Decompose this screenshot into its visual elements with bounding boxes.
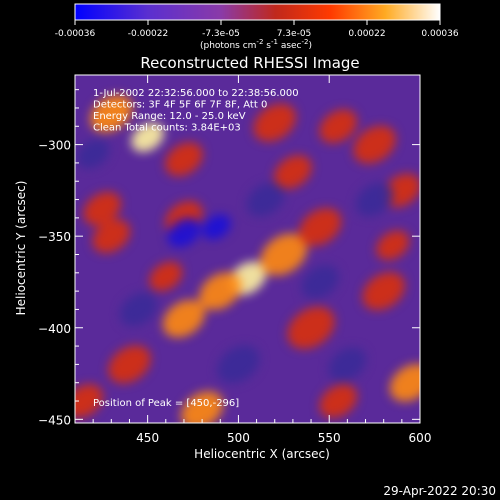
x-tick-label: 550 [318, 431, 341, 445]
emission-blob [90, 94, 133, 133]
negative-blob [355, 182, 394, 217]
emission-blob [149, 261, 183, 292]
y-axis: −300 −350 −400 −450 [38, 89, 420, 427]
heatmap-area [75, 75, 420, 423]
annotation-line: Energy Range: 12.0 - 25.0 keV [93, 111, 246, 122]
emission-blob [75, 384, 103, 418]
annotation-line: 1-Jul-2002 22:32:56.000 to 22:38:56.000 [93, 88, 299, 99]
footer-timestamp: 29-Apr-2022 20:30 [383, 484, 496, 498]
emission-blob [319, 384, 358, 418]
colorbar-fill [74, 3, 441, 21]
emission-blob [319, 109, 358, 144]
negative-blob [167, 217, 201, 248]
x-tick-label: 500 [227, 431, 250, 445]
emission-blob [362, 272, 405, 311]
negative-blob [246, 182, 285, 217]
emission-blob [199, 272, 242, 311]
annotation-line: Detectors: 3F 4F 5F 6F 7F 8F, Att 0 [93, 100, 267, 111]
colorbar-tick-label: 0.00036 [421, 29, 458, 39]
emission-blob [180, 391, 224, 423]
emission-blob [287, 306, 335, 349]
negative-blob [301, 265, 339, 299]
plot-frame [74, 74, 421, 424]
emission-blob [131, 122, 165, 152]
emission-blob [83, 191, 122, 226]
emission-blob [253, 103, 296, 142]
x-axis: 450 500 550 600 [92, 75, 432, 445]
x-tick-label: 450 [136, 431, 159, 445]
negative-blob [217, 345, 260, 384]
colorbar-tick-label: -0.00036 [55, 29, 96, 39]
emission-blob [376, 230, 410, 261]
emission-blob [299, 208, 342, 246]
emission-blob [108, 345, 151, 384]
colorbar-tick-label: -7.3e-05 [202, 29, 240, 39]
colorbar-ticks: -0.00036 -0.00022 -7.3e-05 7.3e-05 0.00022 0.… [55, 20, 459, 39]
emission-blob [162, 299, 206, 338]
emission-blob [92, 219, 131, 253]
negative-blob [328, 347, 367, 382]
annotation-line: Clean Total counts: 3.84E+03 [93, 123, 241, 134]
y-tick-label: −400 [38, 322, 71, 336]
emission-blob [260, 233, 308, 276]
colorbar-tick-label: 7.3e-05 [277, 29, 312, 39]
negative-blob [202, 214, 231, 240]
negative-blob [119, 292, 158, 327]
peak-label: Position of Peak = [450,-296] [93, 398, 239, 409]
chart-title: Reconstructed RHESSI Image [140, 54, 359, 72]
emission-blob [274, 155, 312, 189]
y-tick-label: −350 [38, 230, 71, 244]
colorbar-units: (photons cm-2 s-1 asec-2) [200, 38, 312, 51]
colorbar-tick-label: 0.00022 [348, 29, 385, 39]
colorbar: -0.00036 -0.00022 -7.3e-05 7.3e-05 0.00022 0.… [55, 3, 459, 51]
negative-blob [76, 139, 110, 169]
y-tick-label: −450 [38, 413, 71, 427]
emission-blob [165, 142, 203, 177]
emission-blob [353, 125, 396, 164]
x-axis-label: Heliocentric X (arcsec) [194, 447, 330, 461]
y-tick-label: −300 [38, 139, 71, 153]
heatmap-blobs [75, 94, 420, 423]
colorbar-tick-label: -0.00022 [128, 29, 168, 39]
x-tick-label: 600 [409, 431, 432, 445]
y-axis-label: Heliocentric Y (arcsec) [14, 181, 28, 316]
annotations: 1-Jul-2002 22:32:56.000 to 22:38:56.000D… [93, 88, 299, 134]
emission-blob [389, 363, 420, 402]
